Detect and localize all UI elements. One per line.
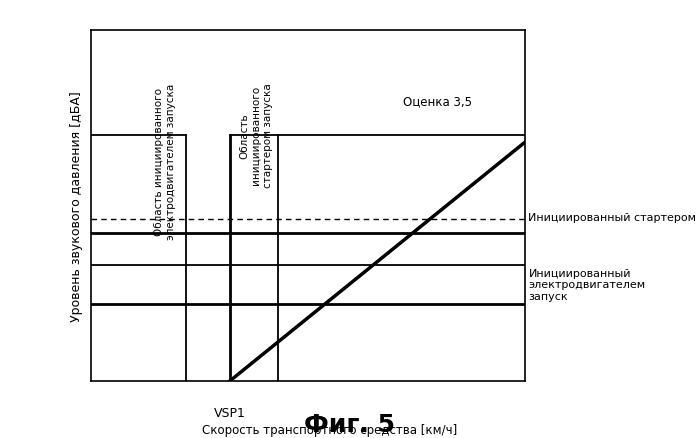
Text: Область
инициированного
стартером запуска: Область инициированного стартером запуск… (239, 83, 272, 188)
Text: Область инициированного
электродвигателем запуска: Область инициированного электродвигателе… (154, 83, 176, 239)
Text: Фиг. 5: Фиг. 5 (304, 412, 395, 436)
Y-axis label: Уровень звукового давления [дБА]: Уровень звукового давления [дБА] (70, 91, 83, 321)
Text: VSP1: VSP1 (214, 406, 246, 419)
Text: Инициированный
электродвигателем
запуск: Инициированный электродвигателем запуск (528, 268, 645, 301)
Text: Оценка 3,5: Оценка 3,5 (403, 95, 473, 108)
Text: Инициированный стартером запуск: Инициированный стартером запуск (528, 213, 700, 223)
Text: Скорость транспортного средства [км/ч]: Скорость транспортного средства [км/ч] (202, 423, 457, 436)
